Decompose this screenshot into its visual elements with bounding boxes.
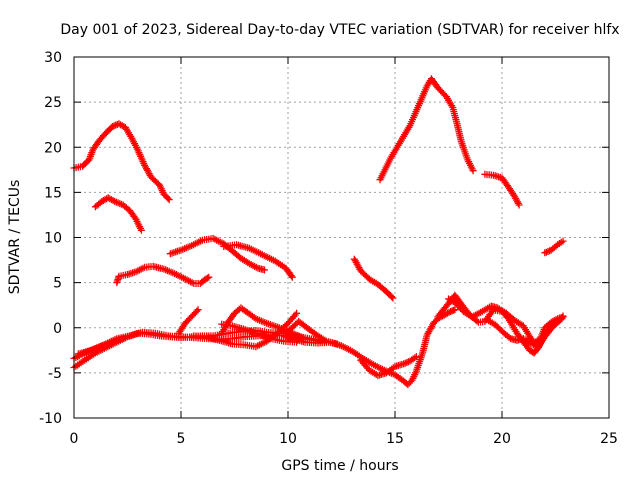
grid-layer	[74, 57, 609, 418]
data-points-arc-3	[113, 262, 213, 287]
data-points-arc-4	[166, 234, 268, 274]
data-points-arc-17	[481, 170, 523, 209]
y-tick-label: 15	[44, 185, 62, 201]
data-points-arc-5	[220, 241, 296, 281]
series-arc-10	[175, 306, 202, 337]
series-arc-21	[483, 315, 566, 351]
series-arc-14	[350, 255, 397, 302]
data-layer	[70, 75, 567, 389]
series-arc-3	[113, 262, 213, 287]
series-arc-5	[220, 241, 296, 281]
series-arc-6	[70, 306, 459, 389]
data-points-arc-12	[218, 320, 301, 346]
y-tick-label: -10	[39, 411, 62, 427]
x-tick-label: 5	[177, 431, 186, 447]
data-points-arc-1	[70, 120, 173, 204]
series-arc-9	[190, 309, 301, 351]
y-tick-label: 25	[44, 95, 62, 111]
x-tick-label: 25	[600, 431, 618, 447]
data-points-arc-6	[70, 306, 459, 389]
data-points-arc-9	[190, 309, 301, 351]
x-tick-label: 0	[70, 431, 79, 447]
y-tick-label: 20	[44, 140, 62, 156]
series-arc-18	[541, 237, 567, 257]
y-tick-label: 30	[44, 50, 62, 66]
x-tick-label: 10	[279, 431, 297, 447]
y-tick-label: 10	[44, 231, 62, 247]
data-points-arc-13	[284, 317, 330, 345]
x-tick-label: 15	[386, 431, 404, 447]
y-tick-label: -5	[48, 366, 62, 382]
y-tick-label: 5	[53, 276, 62, 292]
x-axis-label: GPS time / hours	[281, 458, 398, 474]
series-arc-12	[218, 320, 301, 346]
series-arc-17	[481, 170, 523, 209]
series-arc-2	[91, 194, 145, 234]
series-arc-16	[376, 75, 477, 184]
data-points-arc-10	[175, 306, 202, 337]
data-points-arc-18	[541, 237, 567, 257]
data-points-arc-15	[357, 353, 420, 380]
chart-title: Day 001 of 2023, Sidereal Day-to-day VTE…	[60, 22, 619, 38]
y-tick-label: 0	[53, 321, 62, 337]
data-points-arc-2	[91, 194, 145, 234]
tick-layer: 0 5 10 15 20 25 -10 -5 0 5 10 15 20 25 30	[39, 50, 618, 447]
y-axis-label: SDTVAR / TECUs	[7, 180, 23, 295]
series-arc-15	[357, 353, 420, 380]
series-arc-1	[70, 120, 173, 204]
data-points-arc-14	[350, 255, 397, 302]
data-points-arc-16	[376, 75, 477, 184]
series-arc-13	[284, 317, 330, 345]
data-points-arc-21	[483, 315, 566, 351]
x-tick-label: 20	[493, 431, 511, 447]
series-arc-4	[166, 234, 268, 274]
